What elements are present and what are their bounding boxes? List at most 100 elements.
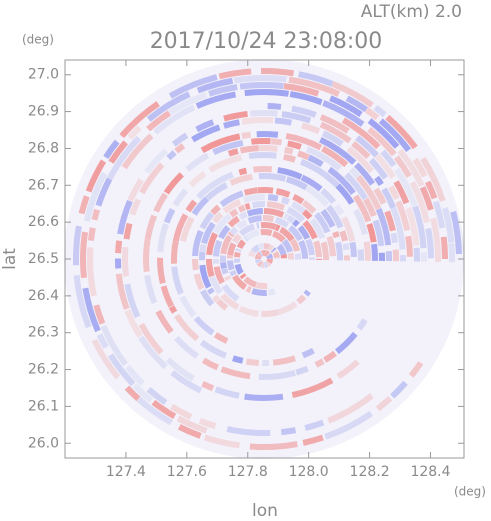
field-cell xyxy=(305,238,315,256)
field-cell xyxy=(366,223,377,243)
field-cell xyxy=(168,305,178,314)
field-cell xyxy=(304,185,330,208)
field-cell xyxy=(195,119,215,133)
field-cell xyxy=(390,232,398,244)
field-cell xyxy=(264,261,269,268)
field-cell xyxy=(220,366,251,380)
field-cell xyxy=(245,285,252,294)
field-cell xyxy=(226,426,271,436)
field-cell xyxy=(251,288,267,296)
field-cell xyxy=(218,225,231,240)
field-cell xyxy=(288,76,340,97)
field-cell xyxy=(301,122,321,135)
field-cell xyxy=(319,136,357,165)
field-cell xyxy=(266,253,273,260)
field-cell xyxy=(91,338,121,380)
field-cell xyxy=(246,208,263,217)
field-cell xyxy=(291,105,317,118)
field-cell xyxy=(213,266,225,285)
field-cell xyxy=(385,114,418,150)
field-cell xyxy=(144,214,158,241)
field-cell xyxy=(108,140,128,164)
field-cell xyxy=(245,358,259,366)
field-cell xyxy=(324,173,340,188)
field-cell xyxy=(208,84,238,97)
field-cell xyxy=(249,110,278,117)
field-cell xyxy=(179,216,195,242)
field-cell xyxy=(260,68,295,77)
field-cell xyxy=(257,187,274,194)
field-cell xyxy=(185,199,198,213)
field-cell xyxy=(256,131,279,138)
field-cell xyxy=(235,248,242,253)
field-cell xyxy=(266,201,286,211)
field-cell xyxy=(100,324,129,367)
field-cell xyxy=(322,100,365,127)
field-cell xyxy=(209,275,223,295)
field-cell xyxy=(327,393,374,424)
field-cell xyxy=(227,231,235,238)
x-tick-label: 127.6 xyxy=(167,464,207,480)
field-cell xyxy=(212,294,220,303)
field-cell xyxy=(163,172,184,195)
field-cell xyxy=(390,206,406,250)
field-cell xyxy=(208,154,243,173)
field-cell xyxy=(290,201,306,214)
field-cell xyxy=(302,209,313,220)
field-cell xyxy=(176,415,208,434)
field-cell xyxy=(374,175,384,187)
field-cell xyxy=(234,251,241,258)
field-cell xyxy=(425,180,438,200)
field-cell xyxy=(172,213,189,242)
field-cell xyxy=(279,226,295,242)
field-cell xyxy=(320,208,336,228)
field-cell xyxy=(220,293,240,311)
field-cell xyxy=(346,146,375,174)
field-cell xyxy=(324,410,373,440)
field-cell xyxy=(213,213,232,235)
field-cell xyxy=(227,260,235,271)
field-cell xyxy=(239,273,247,280)
field-cell xyxy=(299,159,328,178)
field-cell xyxy=(408,361,424,378)
field-cell xyxy=(201,357,219,371)
field-cell xyxy=(302,434,324,446)
field-cell xyxy=(285,133,323,151)
field-cell xyxy=(241,131,251,139)
field-cell xyxy=(179,295,197,318)
field-cell xyxy=(274,216,290,229)
field-cell xyxy=(127,178,144,202)
field-cell xyxy=(219,190,244,208)
field-cell xyxy=(319,121,352,144)
x-tick-label: 127.4 xyxy=(106,464,146,480)
field-cell xyxy=(199,264,212,289)
field-cell xyxy=(271,249,278,255)
field-cell xyxy=(314,212,331,234)
field-cell xyxy=(262,215,275,223)
field-cell xyxy=(284,146,294,155)
field-cell xyxy=(267,103,282,110)
field-cell xyxy=(127,125,142,140)
field-cell xyxy=(241,117,274,125)
field-cell xyxy=(214,386,240,399)
field-cell xyxy=(281,196,290,205)
field-cell xyxy=(238,167,248,176)
field-cell xyxy=(84,171,108,222)
field-cell xyxy=(397,148,425,188)
x-tick-label: 127.8 xyxy=(228,464,268,480)
field-cell xyxy=(221,284,240,302)
field-cell xyxy=(199,211,215,230)
field-cell xyxy=(442,207,455,243)
field-cell xyxy=(412,205,427,249)
y-tick-label: 26.2 xyxy=(28,362,59,378)
field-cell xyxy=(203,434,240,449)
field-cell xyxy=(345,95,368,113)
field-cell xyxy=(384,210,396,232)
field-cell xyxy=(332,231,340,239)
field-cell xyxy=(223,110,248,122)
field-cell xyxy=(107,353,136,387)
x-tick-label: 128.0 xyxy=(289,464,329,480)
field-cell xyxy=(334,203,345,216)
chart-title: 2017/10/24 23:08:00 xyxy=(150,29,383,54)
field-cell xyxy=(251,138,271,145)
